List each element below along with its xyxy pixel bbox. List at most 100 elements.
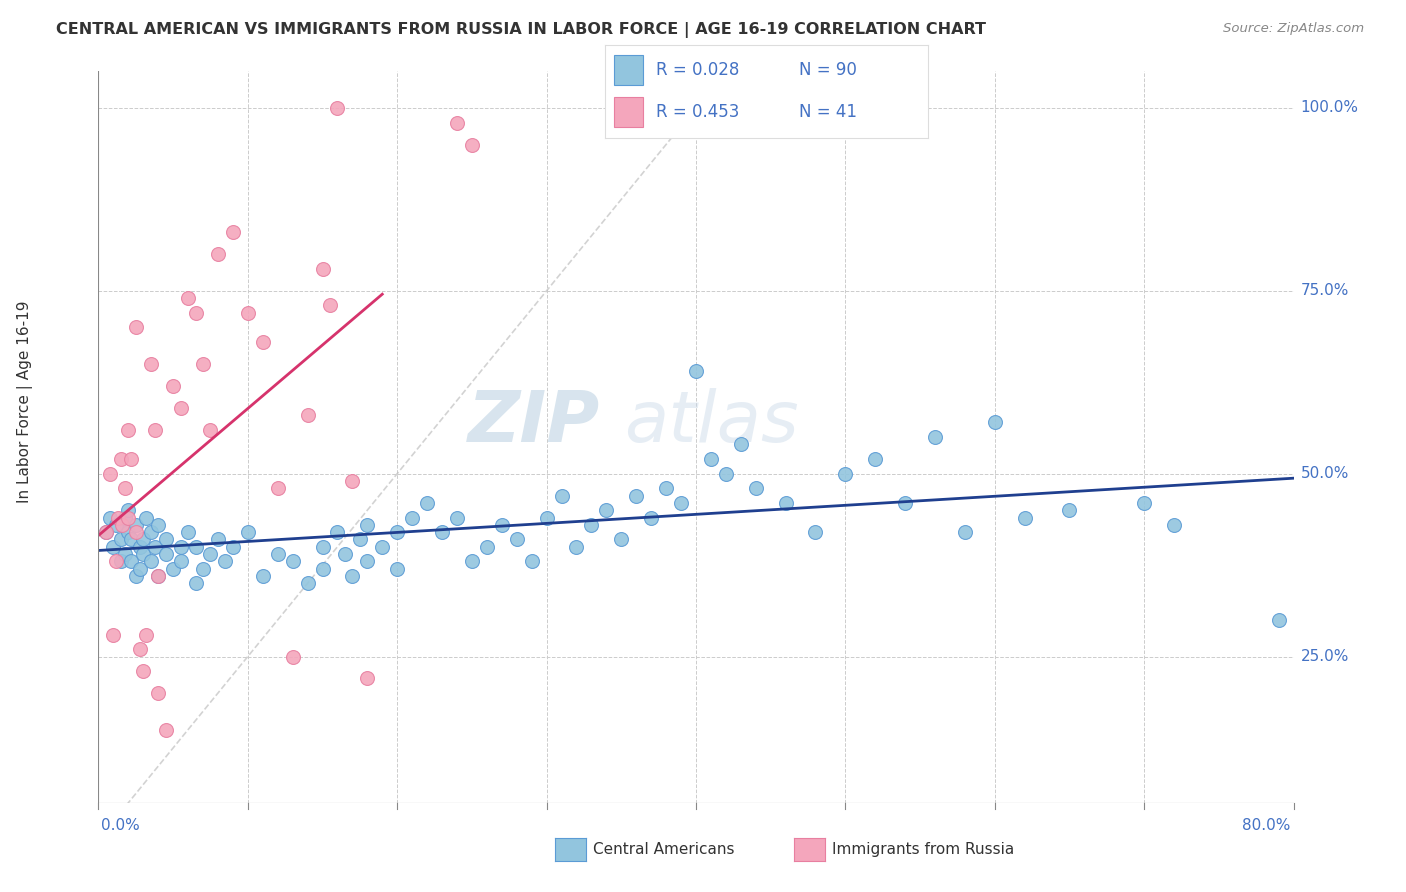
Point: [207, 247, 229, 261]
Point: [125, 320, 148, 334]
Point: [1059, 503, 1081, 517]
Point: [311, 540, 333, 554]
Point: [446, 510, 468, 524]
Text: Source: ZipAtlas.com: Source: ZipAtlas.com: [1223, 22, 1364, 36]
Point: [326, 525, 349, 540]
Point: [94, 525, 117, 540]
Text: 100.0%: 100.0%: [1301, 101, 1358, 115]
Point: [804, 525, 827, 540]
Point: [120, 452, 142, 467]
Point: [655, 481, 678, 495]
Point: [252, 334, 274, 349]
Point: [114, 510, 136, 524]
Point: [207, 533, 229, 547]
Point: [103, 540, 125, 554]
Point: [117, 525, 139, 540]
Point: [446, 115, 468, 129]
Point: [326, 101, 349, 115]
Point: [191, 357, 214, 371]
Point: [177, 525, 200, 540]
Point: [385, 562, 409, 576]
Point: [184, 576, 207, 591]
Text: 75.0%: 75.0%: [1301, 284, 1348, 298]
Text: N = 41: N = 41: [799, 103, 856, 121]
Point: [155, 547, 177, 561]
Point: [491, 517, 513, 532]
Point: [385, 525, 409, 540]
Point: [200, 547, 222, 561]
Point: [139, 357, 162, 371]
Point: [214, 554, 236, 568]
Point: [139, 554, 162, 568]
Point: [297, 408, 319, 422]
Point: [132, 533, 155, 547]
Point: [461, 554, 484, 568]
Point: [117, 510, 139, 524]
Bar: [614, 97, 644, 127]
Point: [685, 364, 707, 378]
Point: [267, 481, 290, 495]
Point: [953, 525, 976, 540]
Point: [117, 503, 139, 517]
Point: [745, 481, 768, 495]
Text: 25.0%: 25.0%: [1301, 649, 1348, 664]
Text: atlas: atlas: [624, 388, 799, 457]
Point: [236, 525, 259, 540]
Point: [550, 489, 572, 503]
Point: [356, 554, 378, 568]
Point: [222, 225, 245, 239]
Point: [135, 510, 157, 524]
Point: [430, 525, 453, 540]
Point: [200, 423, 222, 437]
Point: [700, 452, 723, 467]
Point: [114, 481, 136, 495]
Point: [135, 627, 157, 641]
Point: [184, 540, 207, 554]
Point: [356, 517, 378, 532]
Point: [148, 686, 170, 700]
Text: 0.0%: 0.0%: [101, 818, 141, 832]
Point: [281, 649, 304, 664]
Point: [110, 554, 132, 568]
Point: [129, 540, 152, 554]
Point: [120, 554, 142, 568]
Point: [865, 452, 887, 467]
Point: [120, 533, 142, 547]
Text: N = 90: N = 90: [799, 61, 856, 78]
Point: [565, 540, 588, 554]
Point: [730, 437, 752, 451]
Point: [983, 416, 1005, 430]
Point: [342, 474, 364, 488]
Point: [624, 489, 647, 503]
Point: [461, 137, 484, 152]
Point: [610, 533, 633, 547]
Point: [311, 261, 333, 276]
Point: [105, 517, 128, 532]
Point: [222, 540, 245, 554]
Point: [342, 569, 364, 583]
Point: [775, 496, 797, 510]
Point: [311, 562, 333, 576]
Point: [236, 306, 259, 320]
Point: [98, 510, 122, 524]
Point: [143, 423, 166, 437]
Point: [640, 510, 662, 524]
Point: [169, 540, 191, 554]
Point: [1133, 496, 1156, 510]
Text: 50.0%: 50.0%: [1301, 467, 1348, 481]
Point: [132, 664, 155, 678]
Point: [349, 533, 371, 547]
Point: [1163, 517, 1185, 532]
Text: 80.0%: 80.0%: [1243, 818, 1291, 832]
Point: [105, 554, 128, 568]
Point: [714, 467, 737, 481]
Text: R = 0.453: R = 0.453: [657, 103, 740, 121]
Point: [924, 430, 946, 444]
Point: [114, 547, 136, 561]
Text: R = 0.028: R = 0.028: [657, 61, 740, 78]
Text: Immigrants from Russia: Immigrants from Russia: [832, 842, 1015, 857]
Point: [148, 517, 170, 532]
Point: [177, 291, 200, 305]
Point: [129, 642, 152, 657]
Point: [281, 554, 304, 568]
